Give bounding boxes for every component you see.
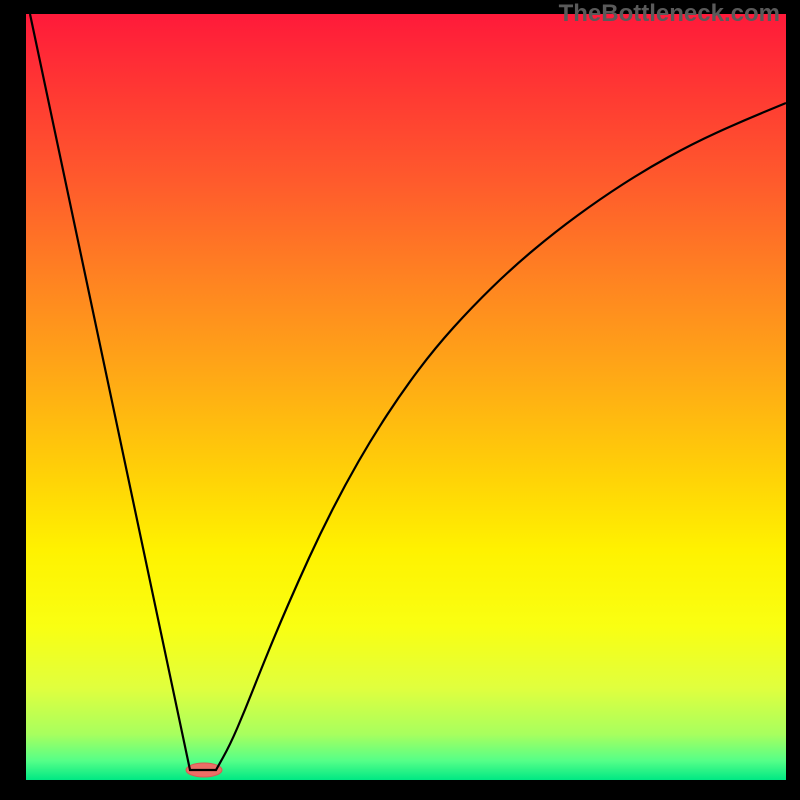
plot-area: [26, 14, 786, 780]
watermark-text: TheBottleneck.com: [559, 0, 780, 28]
chart-container: TheBottleneck.com: [0, 0, 800, 800]
chart-svg: [0, 0, 800, 800]
